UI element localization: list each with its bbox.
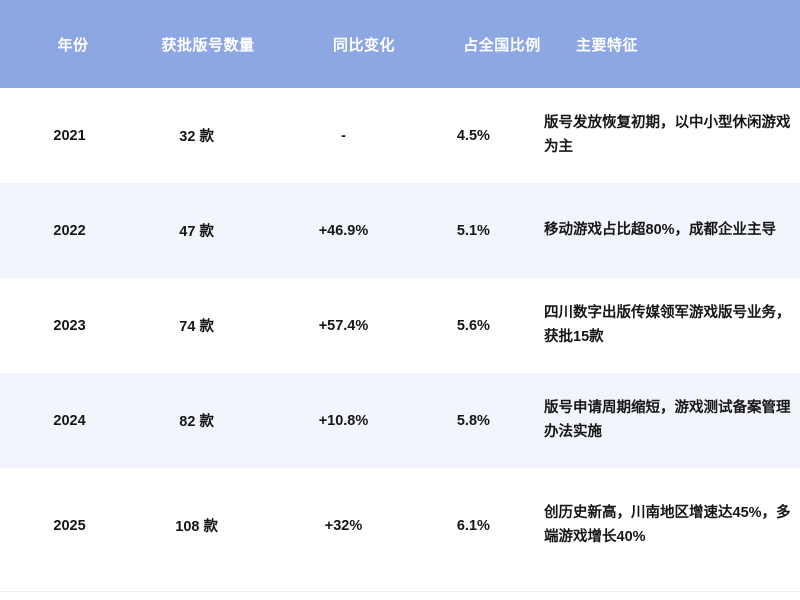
cell-share: 6.1% bbox=[456, 517, 490, 534]
table-row: 2022 47 款 +46.9% 5.1% 移动游戏占比超80%，成都企业主导 bbox=[0, 183, 800, 278]
cell-change: +32% bbox=[324, 517, 363, 534]
table-row: 2024 82 款 +10.8% 5.8% 版号申请周期缩短，游戏测试备案管理办… bbox=[0, 373, 800, 468]
cell-count: 47 款 bbox=[179, 224, 214, 240]
cell-share: 4.5% bbox=[456, 127, 490, 144]
cell-share: 5.1% bbox=[456, 222, 490, 239]
table-row: 2025 108 款 +32% 6.1% 创历史新高，川南地区增速达45%，多端… bbox=[0, 468, 800, 583]
cell-feature: 移动游戏占比超80%，成都企业主导 bbox=[528, 219, 800, 242]
cell-year: 2025 bbox=[53, 517, 86, 534]
table-header-row: 年份 获批版号数量 同比变化 占全国比例 主要特征 bbox=[0, 0, 800, 88]
cell-feature: 四川数字出版传媒领军游戏版号业务，获批15款 bbox=[528, 302, 800, 348]
cell-share: 5.8% bbox=[456, 412, 490, 429]
feature-text: 四川数字出版传媒领军游戏版号业务，获批15款 bbox=[544, 305, 791, 345]
cell-share: 5.6% bbox=[456, 317, 490, 334]
table-row: 2023 74 款 +57.4% 5.6% 四川数字出版传媒领军游戏版号业务，获… bbox=[0, 278, 800, 373]
cell-year: 2022 bbox=[53, 222, 86, 239]
column-header-share: 占全国比例 bbox=[463, 36, 541, 54]
column-header-change: 同比变化 bbox=[332, 36, 395, 54]
cell-change: +10.8% bbox=[318, 412, 369, 429]
cell-year: 2023 bbox=[53, 317, 86, 334]
table-row: 2021 32 款 - 4.5% 版号发放恢复初期，以中小型休闲游戏为主 bbox=[0, 88, 800, 183]
table-bottom-divider bbox=[0, 591, 800, 592]
cell-change: - bbox=[341, 127, 346, 144]
cell-count: 108 款 bbox=[175, 519, 218, 535]
feature-text: 版号申请周期缩短，游戏测试备案管理办法实施 bbox=[544, 400, 791, 440]
cell-year: 2021 bbox=[53, 127, 86, 144]
cell-count: 32 款 bbox=[179, 129, 214, 145]
cell-change: +46.9% bbox=[318, 222, 369, 239]
cell-feature: 版号发放恢复初期，以中小型休闲游戏为主 bbox=[528, 112, 800, 158]
cell-change: +57.4% bbox=[318, 317, 369, 334]
cell-count: 82 款 bbox=[179, 414, 214, 430]
feature-text: 创历史新高，川南地区增速达45%，多端游戏增长40% bbox=[544, 505, 791, 545]
feature-text: 版号发放恢复初期，以中小型休闲游戏为主 bbox=[544, 115, 791, 155]
column-header-year: 年份 bbox=[57, 36, 89, 54]
feature-text: 移动游戏占比超80%，成都企业主导 bbox=[544, 221, 777, 238]
table-body: 2021 32 款 - 4.5% 版号发放恢复初期，以中小型休闲游戏为主 202… bbox=[0, 88, 800, 583]
cell-count: 74 款 bbox=[179, 319, 214, 335]
column-header-count: 获批版号数量 bbox=[161, 36, 255, 54]
cell-feature: 创历史新高，川南地区增速达45%，多端游戏增长40% bbox=[528, 502, 800, 548]
cell-year: 2024 bbox=[53, 412, 86, 429]
cell-feature: 版号申请周期缩短，游戏测试备案管理办法实施 bbox=[528, 397, 800, 443]
column-header-feature: 主要特征 bbox=[576, 36, 639, 54]
